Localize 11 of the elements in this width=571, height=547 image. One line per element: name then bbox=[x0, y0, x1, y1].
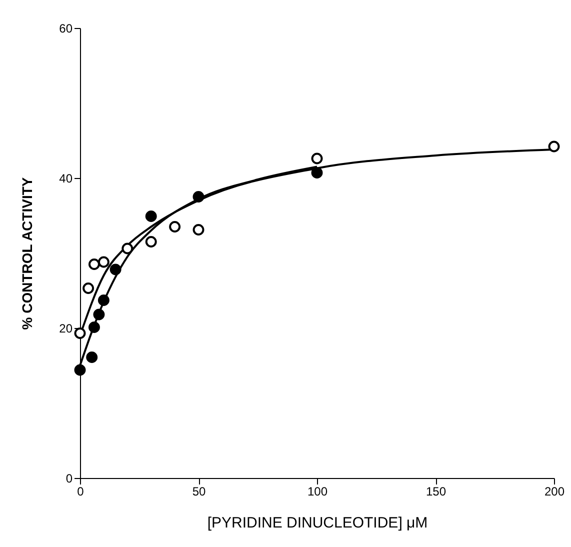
y-axis-title: % CONTROL ACTIVITY bbox=[19, 176, 36, 330]
x-tick-label: 50 bbox=[192, 484, 206, 498]
x-tick-label: 200 bbox=[544, 484, 565, 498]
y-tick-label: 20 bbox=[59, 322, 73, 336]
x-axis-title: [PYRIDINE DINUCLEOTIDE] μM bbox=[207, 514, 428, 532]
x-tick-label: 0 bbox=[77, 484, 84, 498]
y-tick-label: 60 bbox=[59, 22, 73, 36]
y-tick-label: 0 bbox=[66, 472, 73, 486]
x-tick-label: 100 bbox=[307, 484, 328, 498]
x-tick-label: 150 bbox=[426, 484, 446, 498]
y-tick-label: 40 bbox=[59, 172, 73, 186]
